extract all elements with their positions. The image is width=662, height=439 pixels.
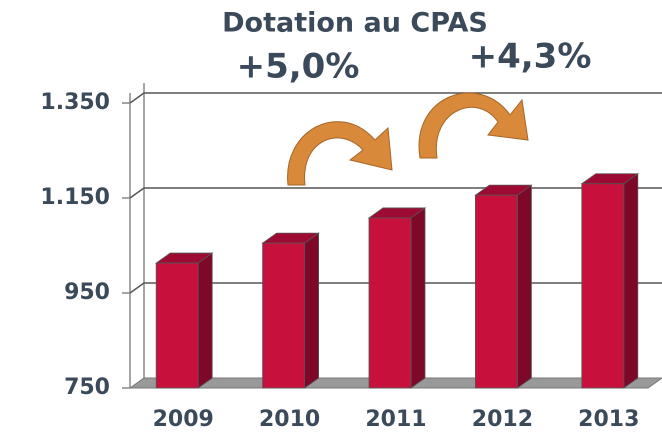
x-tick-label: 2010 — [259, 407, 320, 432]
annotation: +5,0% — [237, 47, 360, 87]
bar-side — [623, 172, 639, 389]
bar-front — [262, 242, 306, 389]
bar-front — [474, 194, 518, 389]
bar-side — [304, 232, 320, 389]
y-tick-label: 1.150 — [40, 185, 110, 210]
y-tick-label: 950 — [64, 280, 110, 305]
bar-side — [197, 252, 213, 389]
bar-side — [410, 207, 426, 389]
bar-front — [581, 183, 625, 389]
x-tick-label: 2012 — [472, 407, 533, 432]
grid-line — [129, 92, 662, 104]
x-tick-label: 2011 — [365, 407, 426, 432]
bar — [367, 207, 427, 389]
plot-area: 750 950 1.150 1.350 2009 2010 2011 2012 2013 — [40, 83, 662, 432]
x-tick-label: 2009 — [153, 407, 214, 432]
y-tick-label: 750 — [64, 375, 110, 400]
bar-side — [517, 184, 532, 389]
y-tick-label: 1.350 — [40, 90, 110, 115]
bar-front — [155, 262, 199, 389]
bar-front — [368, 217, 412, 389]
x-tick-label: 2013 — [578, 407, 639, 432]
bar — [474, 184, 533, 389]
bar — [261, 232, 320, 389]
annotation: +4,3% — [469, 37, 592, 77]
bar — [580, 172, 640, 389]
bar — [154, 252, 214, 389]
chart-title: Dotation au CPAS — [222, 8, 488, 39]
arrow — [287, 92, 529, 186]
